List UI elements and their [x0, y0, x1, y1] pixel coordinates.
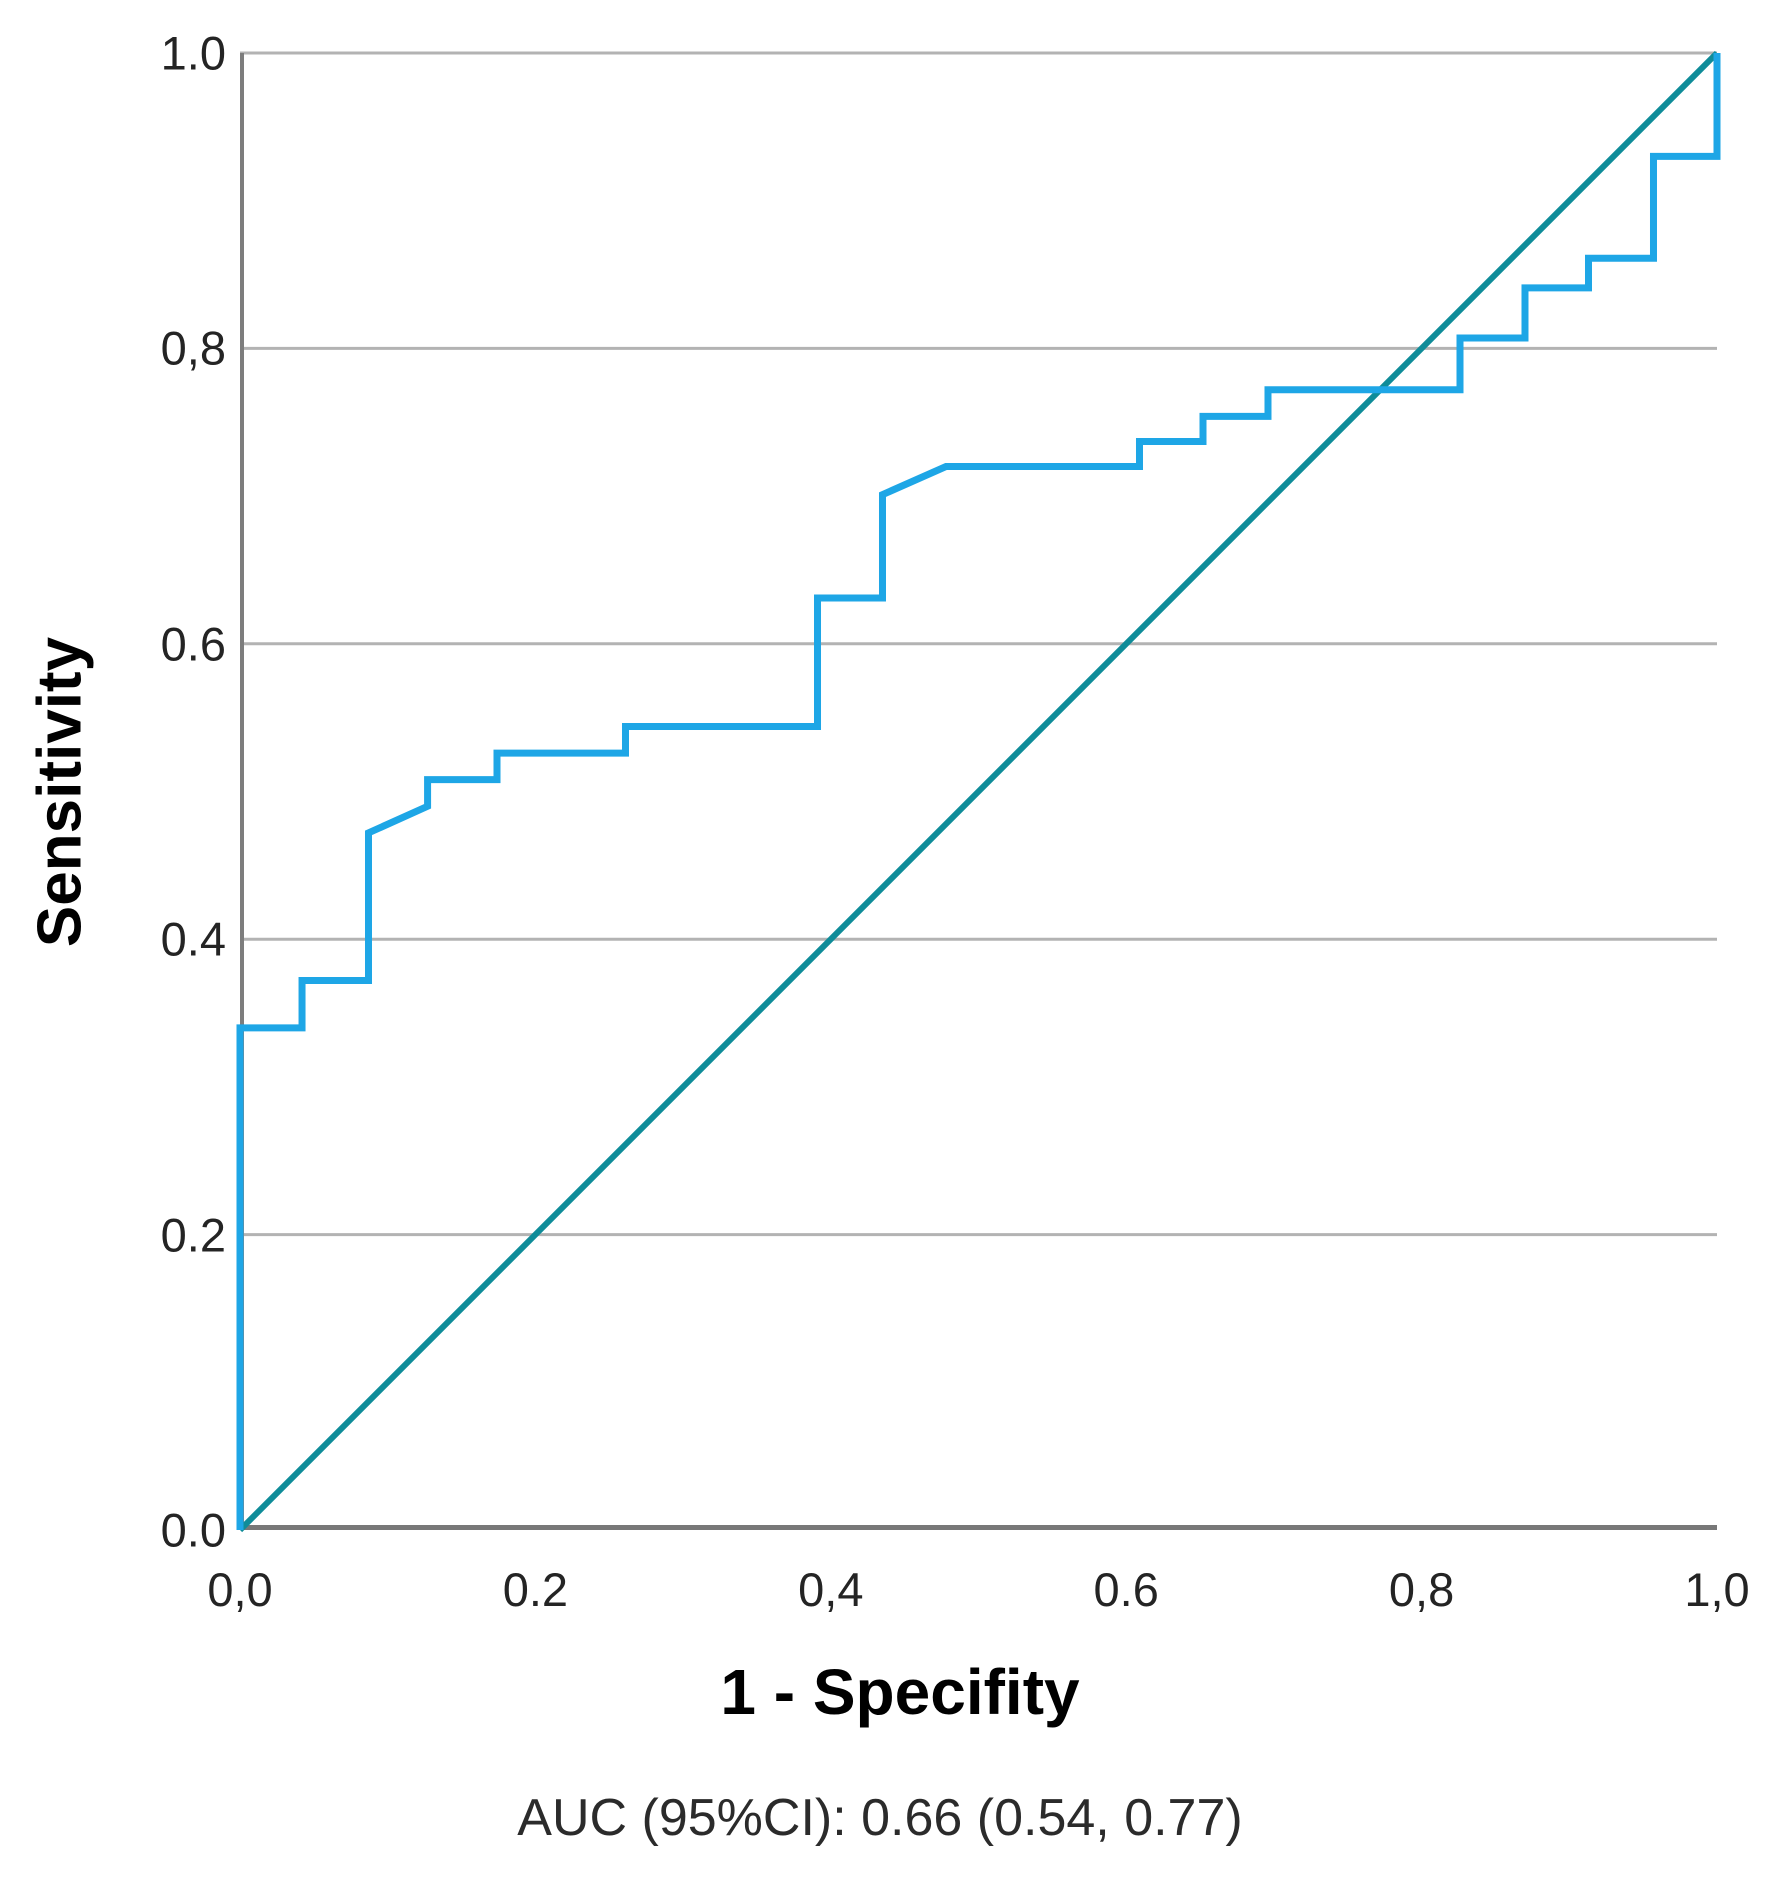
y-tick-label: 0,8: [160, 321, 226, 375]
x-tick-label: 0.2: [502, 1563, 569, 1616]
x-axis-title: 1 - Specifity: [720, 1656, 1080, 1728]
gridlines: [240, 51, 1717, 1237]
y-axis-title: Sensitivity: [25, 636, 95, 948]
y-tick-label: 0.0: [160, 1503, 226, 1557]
y-tick-label: 1.0: [160, 26, 226, 80]
reference-diagonal-line: [237, 50, 1720, 1533]
auc-caption: AUC (95%CI): 0.66 (0.54, 0.77): [517, 1789, 1243, 1847]
x-tick-label: 0,4: [798, 1563, 864, 1616]
y-tick-label: 0.4: [160, 912, 226, 966]
roc-curve-line: [236, 53, 1721, 1530]
y-tick-label: 0.6: [160, 617, 226, 671]
y-tick-label: 0.2: [160, 1208, 226, 1262]
plot-area: [236, 50, 1721, 1533]
x-tick-label: 1,0: [1684, 1563, 1750, 1616]
x-tick-label: 0,0: [207, 1563, 273, 1616]
x-tick-label: 0.6: [1093, 1563, 1159, 1616]
series-lines: [236, 50, 1721, 1533]
x-tick-label: 0,8: [1388, 1563, 1455, 1616]
